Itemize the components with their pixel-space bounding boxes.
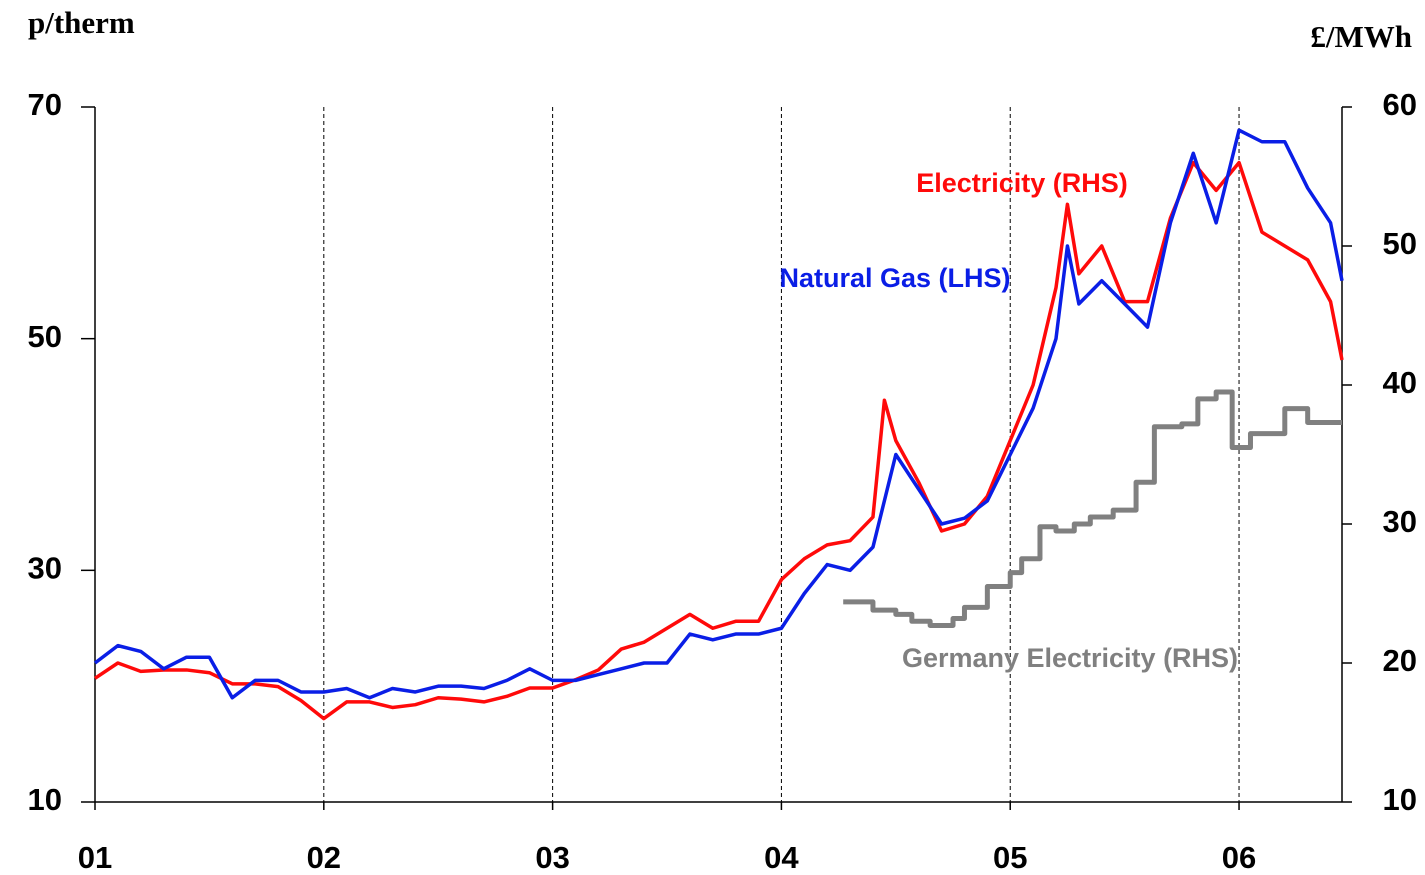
series-label: Electricity (RHS) [916, 168, 1128, 198]
y2-tick-label: 20 [1383, 643, 1417, 678]
y-tick-label: 30 [28, 551, 62, 586]
series-label: Natural Gas (LHS) [779, 263, 1010, 293]
x-tick-label: 06 [1222, 840, 1256, 875]
y2-axis-label: £/MWh [1310, 19, 1412, 54]
y2-tick-label: 50 [1383, 226, 1417, 261]
x-tick-label: 02 [307, 840, 341, 875]
y2-tick-label: 40 [1383, 365, 1417, 400]
x-tick-label: 03 [535, 840, 569, 875]
series-label: Germany Electricity (RHS) [902, 643, 1238, 673]
y2-tick-label: 30 [1383, 504, 1417, 539]
y2-tick-label: 60 [1383, 87, 1417, 122]
series-line [843, 389, 1342, 628]
y-tick-label: 70 [28, 87, 62, 122]
y2-tick-label: 10 [1383, 782, 1417, 817]
series-line [93, 128, 1344, 700]
x-tick-label: 01 [78, 840, 112, 875]
y-axis-label: p/therm [28, 5, 135, 40]
x-tick-label: 05 [993, 840, 1027, 875]
y-tick-label: 10 [28, 782, 62, 817]
series-line [94, 160, 1344, 721]
x-tick-label: 04 [764, 840, 799, 875]
y-tick-label: 50 [28, 319, 62, 354]
